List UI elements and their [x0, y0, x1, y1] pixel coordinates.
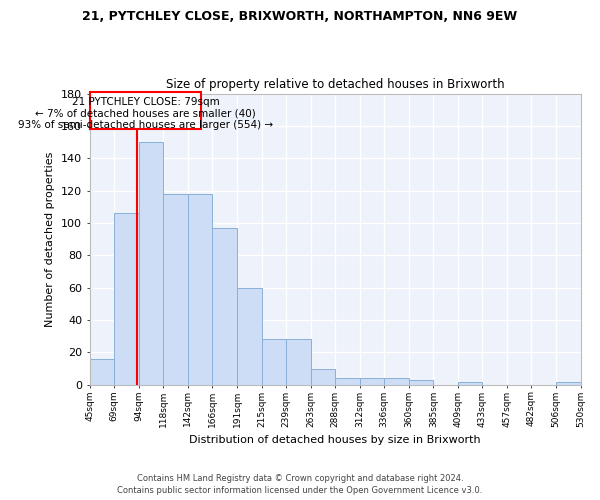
Text: Contains HM Land Registry data © Crown copyright and database right 2024.
Contai: Contains HM Land Registry data © Crown c…	[118, 474, 482, 495]
Title: Size of property relative to detached houses in Brixworth: Size of property relative to detached ho…	[166, 78, 505, 91]
Bar	[262, 340, 286, 384]
X-axis label: Distribution of detached houses by size in Brixworth: Distribution of detached houses by size …	[190, 435, 481, 445]
Y-axis label: Number of detached properties: Number of detached properties	[46, 152, 55, 327]
Bar	[359, 378, 384, 384]
Text: ← 7% of detached houses are smaller (40): ← 7% of detached houses are smaller (40)	[35, 108, 256, 118]
Bar	[188, 194, 212, 384]
Bar	[115, 214, 139, 384]
Bar	[335, 378, 359, 384]
Text: 93% of semi-detached houses are larger (554) →: 93% of semi-detached houses are larger (…	[18, 120, 273, 130]
FancyBboxPatch shape	[90, 92, 200, 129]
Bar	[409, 380, 433, 384]
Text: 21, PYTCHLEY CLOSE, BRIXWORTH, NORTHAMPTON, NN6 9EW: 21, PYTCHLEY CLOSE, BRIXWORTH, NORTHAMPT…	[82, 10, 518, 23]
Bar	[384, 378, 409, 384]
Bar	[311, 368, 335, 384]
Bar	[286, 340, 311, 384]
Bar	[212, 228, 237, 384]
Bar	[237, 288, 262, 384]
Bar	[163, 194, 188, 384]
Bar	[458, 382, 482, 384]
Text: 21 PYTCHLEY CLOSE: 79sqm: 21 PYTCHLEY CLOSE: 79sqm	[71, 98, 220, 108]
Bar	[139, 142, 163, 384]
Bar	[90, 359, 115, 384]
Bar	[556, 382, 581, 384]
